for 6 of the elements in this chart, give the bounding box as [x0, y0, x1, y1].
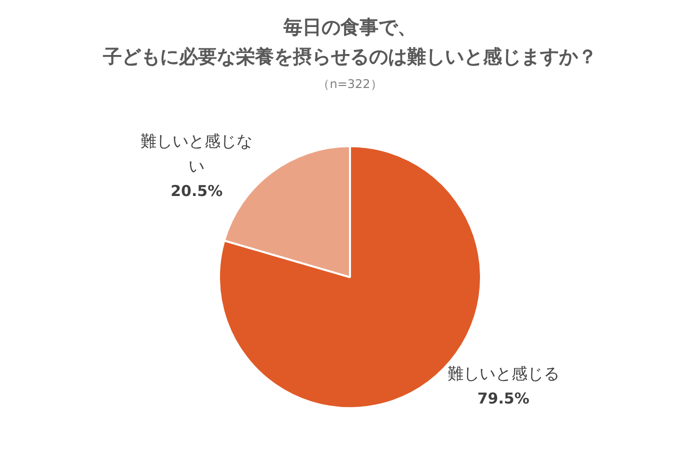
- slice-label: 難しいと感じる: [447, 364, 560, 383]
- data-label: 20.5%: [170, 182, 223, 200]
- chart-subtitle: （n=322）: [318, 77, 382, 92]
- data-label: 79.5%: [477, 390, 530, 408]
- slice-label: 難しいと感じない: [140, 131, 253, 176]
- chart-title: 毎日の食事で、子どもに必要な栄養を摂らせるのは難しいと感じますか？: [102, 16, 597, 68]
